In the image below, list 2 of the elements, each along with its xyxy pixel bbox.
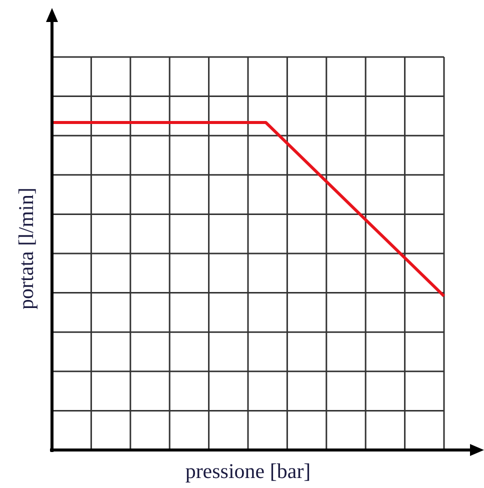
y-axis-title: portata [l/min] xyxy=(14,188,38,310)
x-axis-title: pressione [bar] xyxy=(185,459,311,483)
